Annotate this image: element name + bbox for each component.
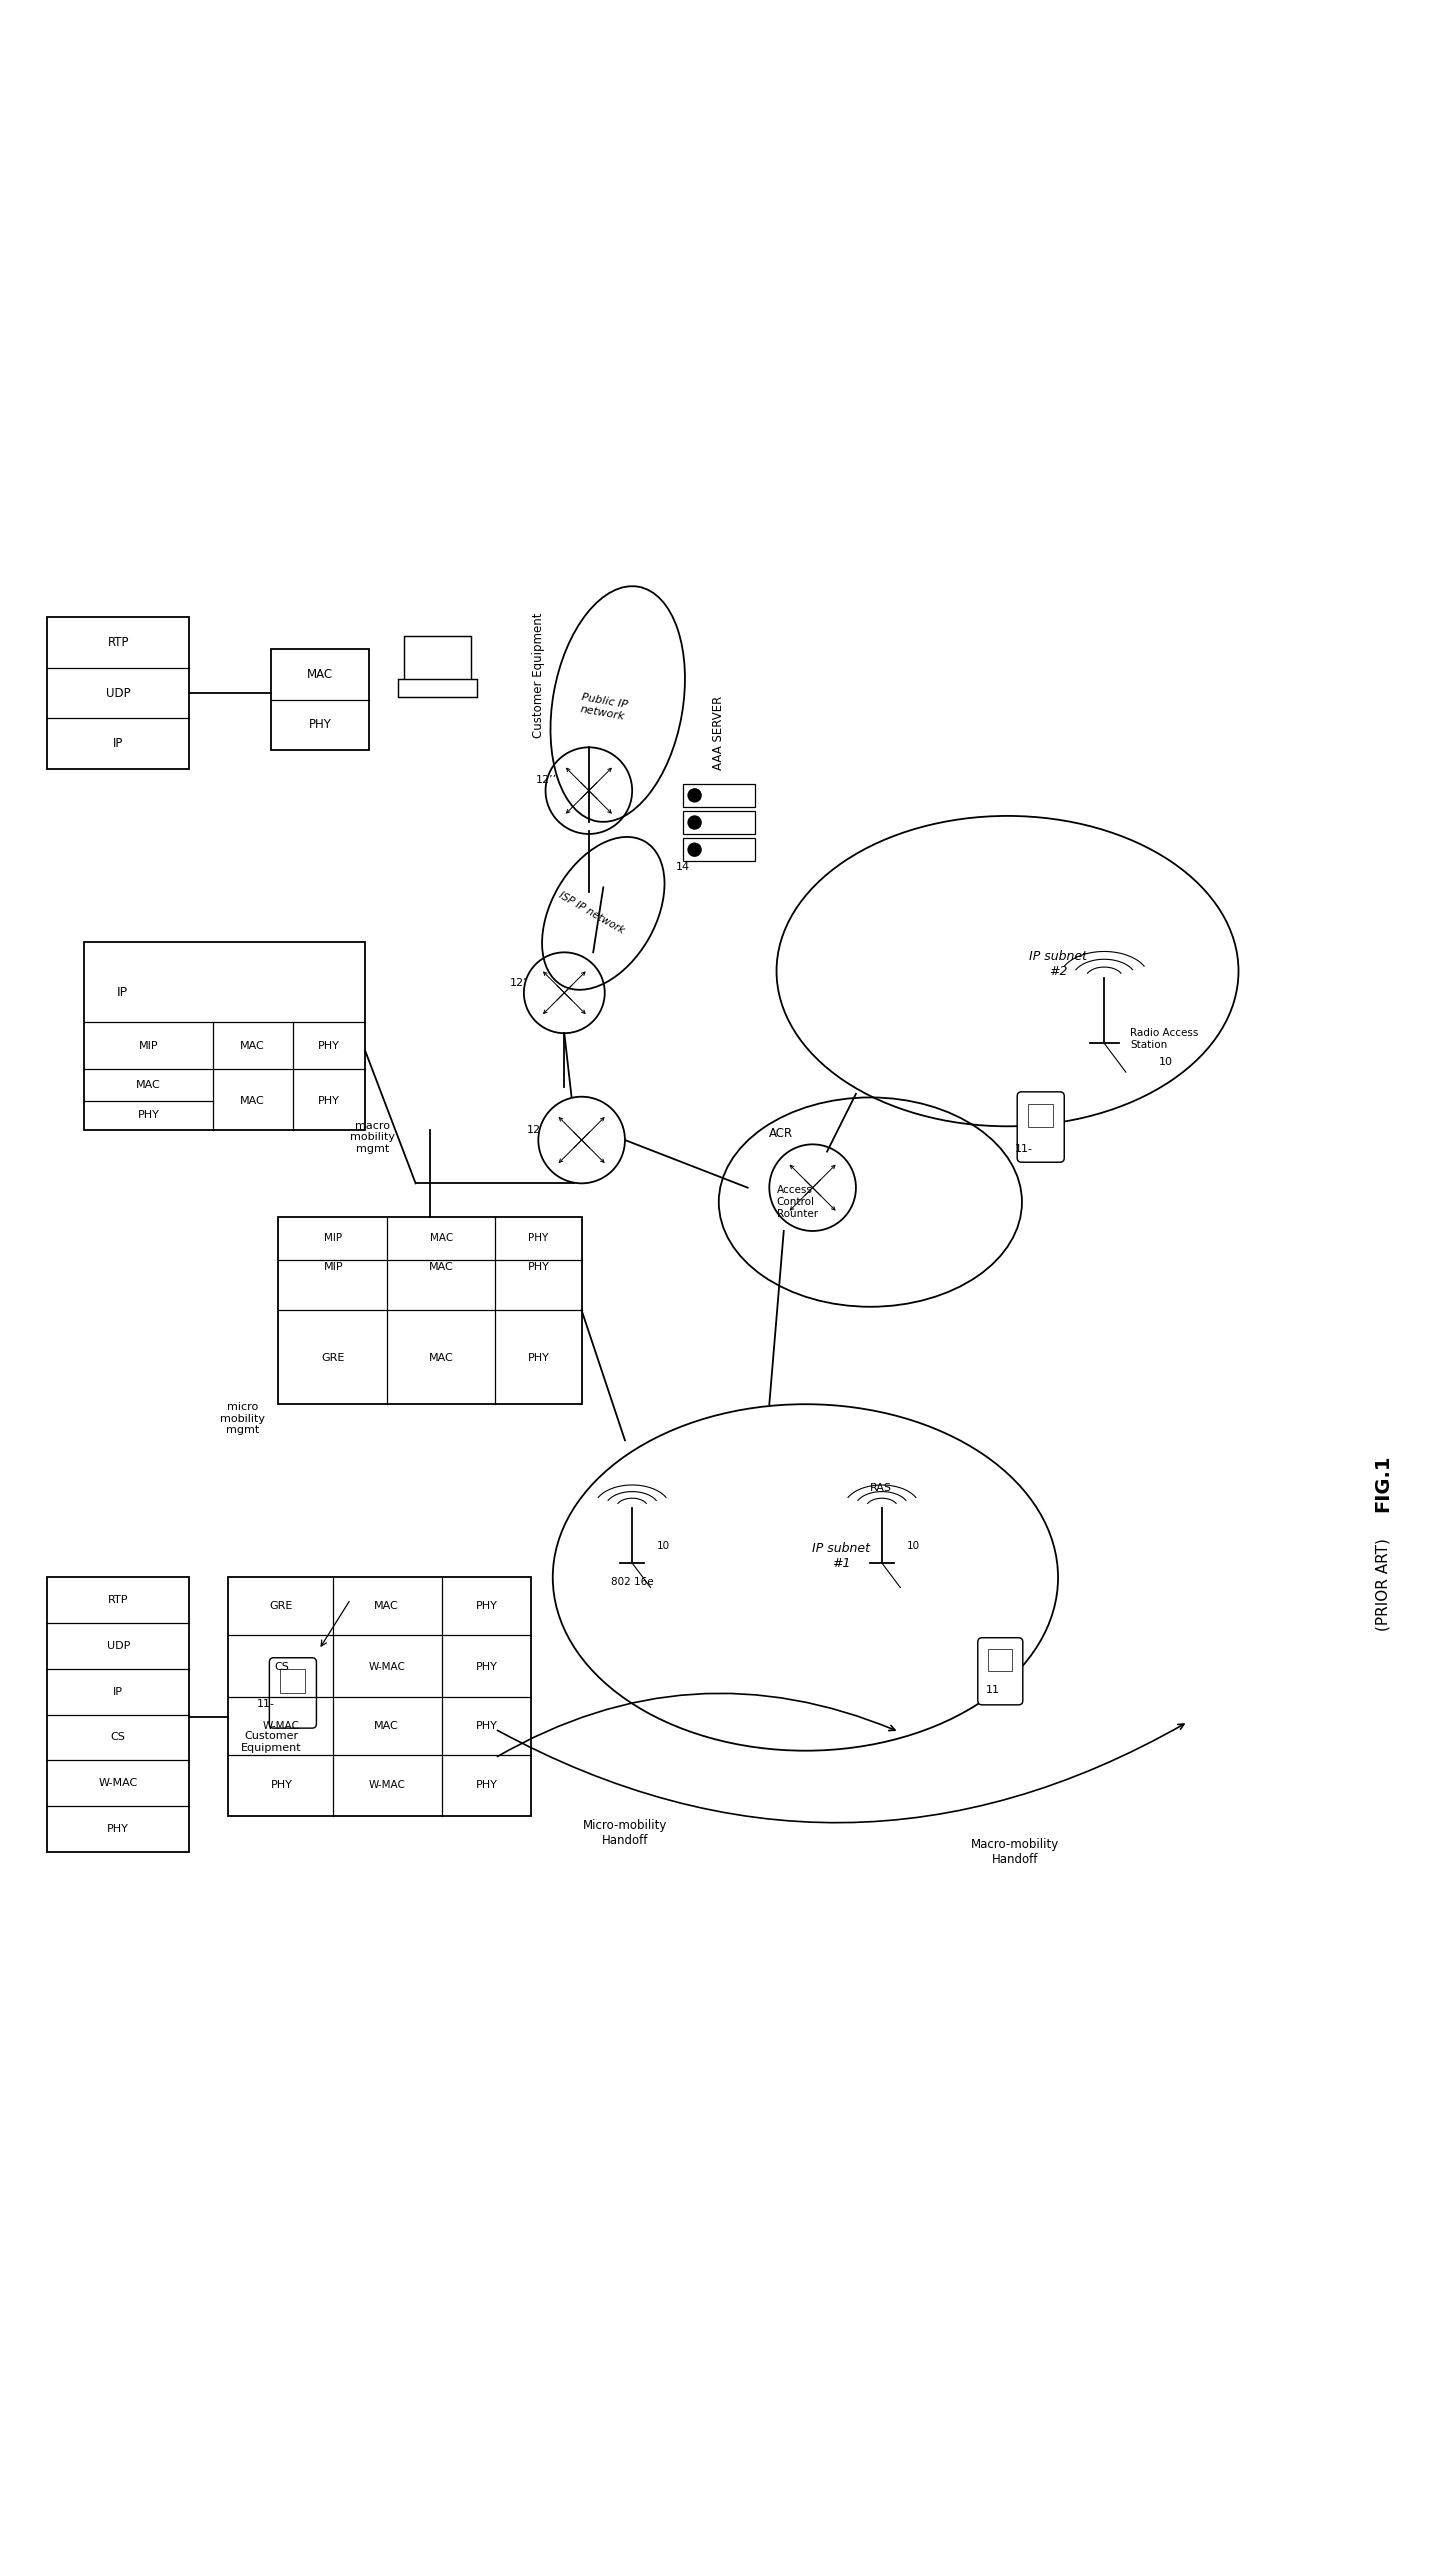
FancyBboxPatch shape: [1018, 1092, 1064, 1161]
Text: IP subnet
#1: IP subnet #1: [813, 1543, 871, 1569]
Text: W-MAC: W-MAC: [369, 1781, 405, 1792]
Text: PHY: PHY: [475, 1661, 497, 1671]
Text: 12’: 12’: [510, 977, 527, 987]
Text: PHY: PHY: [529, 1233, 549, 1243]
Text: PHY: PHY: [318, 1041, 340, 1051]
Text: micro
mobility
mgmt: micro mobility mgmt: [219, 1402, 264, 1435]
Text: MAC: MAC: [240, 1097, 264, 1107]
Text: PHY: PHY: [318, 1097, 340, 1107]
FancyBboxPatch shape: [398, 679, 476, 697]
Text: GRE: GRE: [270, 1602, 293, 1612]
FancyBboxPatch shape: [682, 810, 755, 833]
Text: AAA SERVER: AAA SERVER: [713, 695, 726, 769]
Text: IP subnet
#2: IP subnet #2: [1029, 951, 1088, 979]
Text: Customer Equipment: Customer Equipment: [531, 613, 544, 738]
Text: PHY: PHY: [107, 1825, 129, 1835]
Text: 10: 10: [906, 1540, 919, 1551]
Text: 12’’: 12’’: [536, 777, 556, 784]
Text: MAC: MAC: [430, 1233, 453, 1243]
Text: 14: 14: [675, 861, 690, 871]
FancyBboxPatch shape: [404, 636, 470, 682]
Circle shape: [687, 843, 701, 856]
Text: MIP: MIP: [324, 1261, 343, 1271]
Text: 10: 10: [656, 1540, 669, 1551]
Text: IP: IP: [113, 1686, 123, 1697]
Text: MAC: MAC: [430, 1353, 454, 1364]
Text: Micro-mobility
Handoff: Micro-mobility Handoff: [582, 1820, 666, 1848]
Circle shape: [687, 789, 701, 802]
Text: MAC: MAC: [375, 1722, 399, 1730]
Text: MAC: MAC: [308, 669, 334, 682]
Text: macro
mobility
mgmt: macro mobility mgmt: [350, 1120, 395, 1153]
FancyBboxPatch shape: [977, 1638, 1022, 1704]
Text: PHY: PHY: [475, 1602, 497, 1612]
Text: IP: IP: [118, 987, 128, 1000]
Text: MAC: MAC: [430, 1261, 454, 1271]
Text: Customer
Equipment: Customer Equipment: [241, 1730, 302, 1753]
Text: 11-: 11-: [1015, 1143, 1032, 1153]
Text: W-MAC: W-MAC: [263, 1722, 299, 1730]
Text: PHY: PHY: [138, 1110, 160, 1120]
Text: MAC: MAC: [375, 1602, 399, 1612]
Circle shape: [687, 815, 701, 830]
Text: Radio Access
Station: Radio Access Station: [1130, 1028, 1198, 1051]
Text: PHY: PHY: [527, 1261, 549, 1271]
Text: PHY: PHY: [475, 1722, 497, 1730]
Text: PHY: PHY: [309, 718, 331, 730]
Text: W-MAC: W-MAC: [369, 1661, 405, 1671]
Text: FIG.1: FIG.1: [1374, 1456, 1392, 1512]
Text: PHY: PHY: [527, 1353, 549, 1364]
Text: 11: 11: [986, 1684, 1000, 1694]
Text: RTP: RTP: [107, 636, 129, 648]
Text: Access
Control
Rounter: Access Control Rounter: [777, 1187, 817, 1217]
Text: 11-: 11-: [257, 1699, 274, 1710]
Text: MAC: MAC: [136, 1079, 161, 1089]
FancyBboxPatch shape: [682, 838, 755, 861]
Text: W-MAC: W-MAC: [99, 1779, 138, 1789]
Text: (PRIOR ART): (PRIOR ART): [1375, 1538, 1391, 1630]
Text: 10: 10: [1159, 1056, 1173, 1066]
Text: MAC: MAC: [240, 1041, 264, 1051]
FancyBboxPatch shape: [270, 1658, 317, 1727]
Text: ISP IP network: ISP IP network: [558, 889, 626, 935]
Text: RAS: RAS: [870, 1484, 893, 1492]
Text: MIP: MIP: [324, 1233, 343, 1243]
Text: 12: 12: [527, 1125, 542, 1135]
Text: Macro-mobility
Handoff: Macro-mobility Handoff: [970, 1838, 1059, 1866]
Text: RTP: RTP: [107, 1594, 128, 1604]
Text: 802 16e: 802 16e: [611, 1576, 653, 1586]
Text: UDP: UDP: [106, 1640, 129, 1651]
Text: CS: CS: [274, 1661, 289, 1671]
FancyBboxPatch shape: [682, 784, 755, 807]
Text: IP: IP: [113, 738, 123, 751]
Text: ACR: ACR: [770, 1128, 793, 1141]
Text: PHY: PHY: [270, 1781, 292, 1792]
Text: UDP: UDP: [106, 687, 131, 700]
Text: PHY: PHY: [475, 1781, 497, 1792]
Text: CS: CS: [110, 1733, 126, 1743]
Text: MIP: MIP: [139, 1041, 158, 1051]
Text: GRE: GRE: [322, 1353, 346, 1364]
Text: Public IP
network: Public IP network: [578, 692, 629, 723]
